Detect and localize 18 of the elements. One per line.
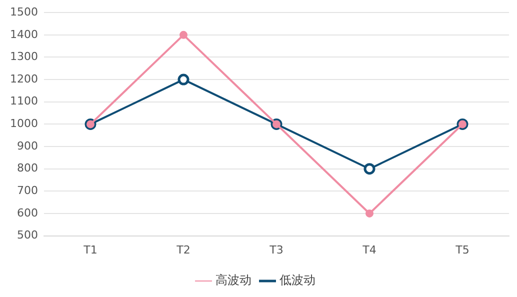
x-tick-label: T1 xyxy=(82,243,98,256)
x-tick-label: T4 xyxy=(362,243,376,256)
y-tick-label: 800 xyxy=(16,162,38,175)
x-tick-label: T5 xyxy=(454,243,470,256)
legend-label: 高波动 xyxy=(216,273,252,288)
x-tick-label: T3 xyxy=(268,243,284,256)
y-tick-label: 500 xyxy=(16,228,38,242)
y-tick-label: 1100 xyxy=(10,94,38,108)
y-tick-label: 1500 xyxy=(10,5,38,18)
y-tick-label: 700 xyxy=(16,184,38,198)
y-tick-label: 600 xyxy=(16,206,38,220)
y-tick-label: 900 xyxy=(16,139,38,152)
y-tick-label: 1400 xyxy=(10,28,38,41)
y-tick-label: 1200 xyxy=(10,72,38,86)
x-tick-label: T2 xyxy=(176,243,190,256)
y-tick-label: 1300 xyxy=(10,50,38,64)
y-tick-label: 1000 xyxy=(10,117,38,130)
legend-label: 低波动 xyxy=(280,273,316,288)
